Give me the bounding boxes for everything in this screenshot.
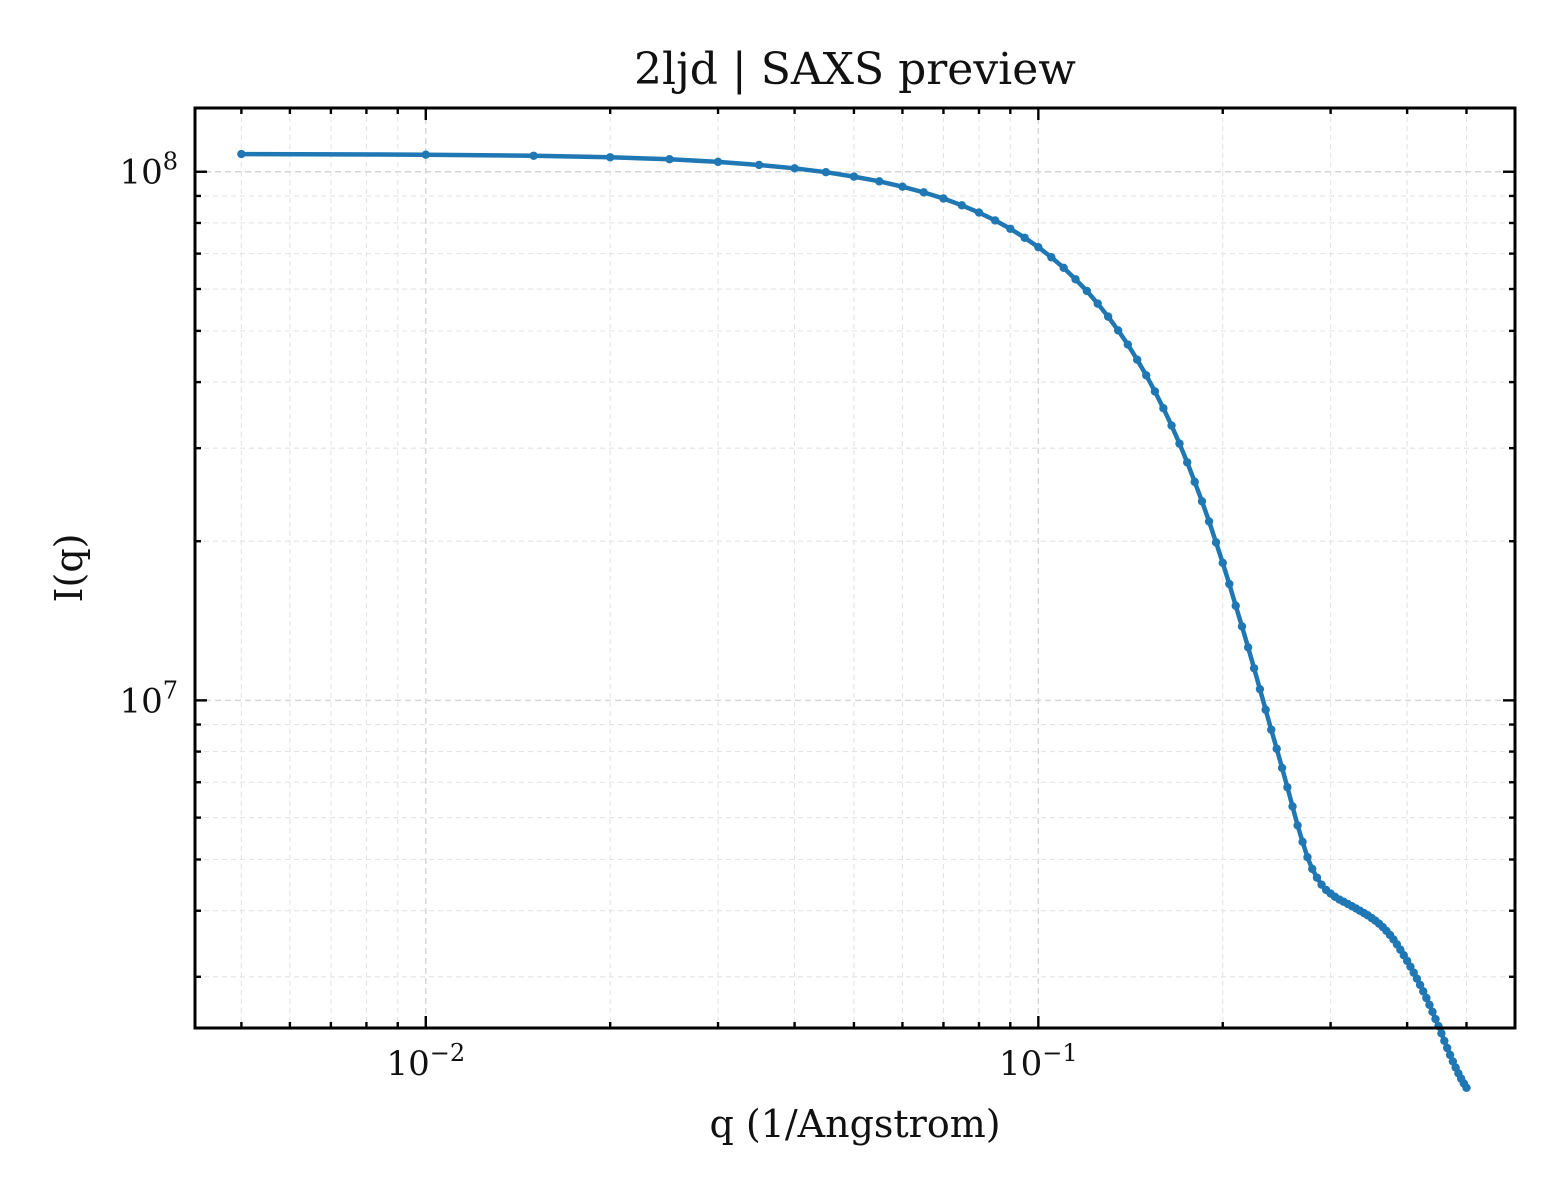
data-point bbox=[1425, 1000, 1434, 1010]
data-point bbox=[1249, 664, 1259, 673]
data-point bbox=[1093, 299, 1102, 308]
data-point bbox=[1211, 538, 1221, 547]
data-point bbox=[974, 208, 984, 217]
data-point bbox=[919, 188, 928, 197]
data-series bbox=[237, 149, 1471, 1092]
axis-ticks bbox=[195, 108, 1515, 1028]
data-point bbox=[1142, 371, 1151, 380]
x-axis-label: q (1/Angstrom) bbox=[709, 1102, 1000, 1146]
data-point bbox=[605, 153, 615, 162]
data-point bbox=[1422, 993, 1431, 1003]
data-point bbox=[1303, 853, 1312, 862]
data-point bbox=[875, 177, 884, 186]
chart-title: 2ljd | SAXS preview bbox=[634, 44, 1076, 95]
data-point bbox=[790, 164, 799, 173]
tick-labels: 10−2 10−1 107 108 bbox=[119, 148, 1077, 1084]
data-point bbox=[1298, 837, 1307, 847]
data-point bbox=[1197, 497, 1207, 506]
data-point bbox=[1308, 864, 1317, 874]
data-point bbox=[849, 172, 859, 181]
data-point bbox=[1445, 1050, 1455, 1060]
data-point bbox=[1462, 1083, 1471, 1092]
data-point bbox=[754, 160, 764, 170]
data-point bbox=[1231, 601, 1240, 610]
data-point bbox=[1059, 263, 1068, 273]
data-point bbox=[1428, 1007, 1437, 1017]
data-point bbox=[1204, 517, 1214, 526]
data-point bbox=[1123, 340, 1133, 349]
data-point bbox=[939, 194, 948, 203]
y-tick-label: 107 bbox=[119, 676, 178, 721]
x-tick-label: 10−1 bbox=[999, 1039, 1078, 1084]
data-point bbox=[1132, 355, 1142, 364]
data-point bbox=[1277, 763, 1287, 773]
data-point bbox=[821, 168, 831, 177]
data-point bbox=[957, 201, 967, 210]
data-point bbox=[1312, 873, 1322, 882]
data-point bbox=[1283, 783, 1292, 792]
data-point bbox=[1267, 725, 1276, 734]
data-point bbox=[1218, 558, 1227, 568]
x-tick-label: 10−2 bbox=[386, 1039, 465, 1084]
y-tick-label: 108 bbox=[119, 148, 178, 193]
data-point bbox=[529, 151, 538, 160]
data-point bbox=[1440, 1036, 1449, 1045]
data-point bbox=[1190, 477, 1199, 487]
data-point bbox=[1261, 705, 1270, 714]
data-point bbox=[1431, 1014, 1440, 1024]
data-point bbox=[990, 216, 1000, 225]
data-point bbox=[1034, 242, 1043, 252]
data-point bbox=[1113, 326, 1123, 335]
data-point bbox=[1225, 579, 1234, 589]
data-point bbox=[1150, 387, 1160, 396]
data-point bbox=[1175, 439, 1184, 448]
data-point bbox=[898, 182, 907, 191]
data-point bbox=[1272, 744, 1281, 753]
data-point bbox=[1103, 312, 1113, 321]
data-point bbox=[421, 150, 430, 159]
data-point bbox=[1412, 974, 1422, 983]
data-point bbox=[1419, 987, 1428, 996]
data-point bbox=[713, 157, 723, 167]
data-point bbox=[1243, 643, 1253, 652]
data-point bbox=[1437, 1029, 1446, 1038]
data-point bbox=[1167, 421, 1176, 430]
y-axis-label: I(q) bbox=[47, 534, 91, 603]
data-point bbox=[1237, 622, 1247, 631]
data-point bbox=[1293, 821, 1302, 830]
data-point bbox=[1159, 404, 1168, 413]
data-point bbox=[1082, 286, 1092, 296]
grid bbox=[195, 108, 1515, 1028]
data-point bbox=[1020, 233, 1029, 242]
data-point bbox=[237, 149, 246, 159]
data-point bbox=[1047, 253, 1056, 262]
data-point bbox=[1442, 1043, 1452, 1053]
data-point bbox=[1415, 980, 1425, 990]
data-point bbox=[1006, 224, 1015, 233]
data-point bbox=[665, 155, 674, 164]
data-point bbox=[1071, 275, 1080, 284]
data-point bbox=[1255, 684, 1265, 694]
data-point bbox=[1183, 458, 1192, 467]
data-point bbox=[1288, 802, 1297, 811]
